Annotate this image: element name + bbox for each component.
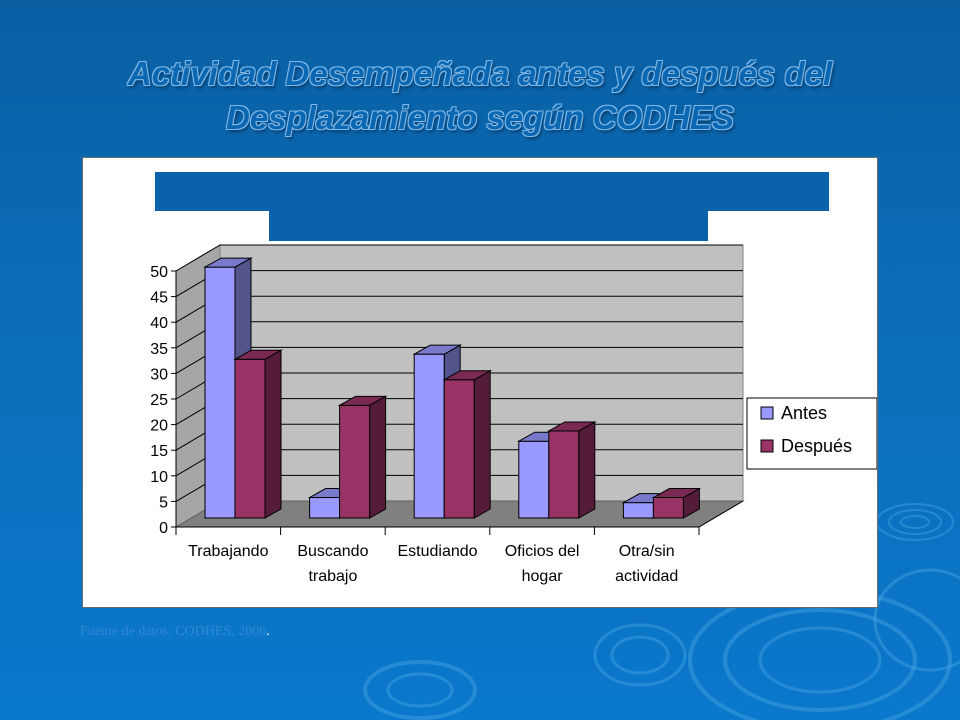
source-note: Fuente de datos: CODHES, 2006.: [80, 624, 270, 640]
bar-front: [443, 379, 475, 519]
bar-front: [622, 502, 654, 519]
y-tick-label: 35: [150, 341, 168, 358]
legend-label: Después: [781, 436, 852, 456]
bar-top: [412, 344, 463, 355]
category-label: trabajo: [308, 568, 357, 585]
y-tick-label: 30: [150, 366, 168, 383]
category-label: hogar: [522, 568, 564, 585]
x-axis-depth: [698, 500, 744, 528]
bar-después: [337, 395, 388, 519]
bar-front: [652, 497, 684, 519]
legend-swatch-después: [760, 439, 774, 453]
bar-front: [309, 497, 341, 519]
category-label: Otra/sin: [619, 543, 675, 560]
bar-top: [546, 421, 597, 432]
title-banner-bottom: [269, 209, 708, 241]
legend: Antes Después: [746, 397, 877, 470]
y-tick-label: 5: [159, 494, 168, 511]
source-suffix: .: [266, 624, 270, 639]
bar-side: [264, 349, 282, 519]
slide-title: Actividad Desempeñada antes y después de…: [40, 52, 920, 140]
source-text: Fuente de datos: CODHES, 2006: [80, 624, 267, 639]
title-line-1: Actividad Desempeñada antes y después de…: [127, 55, 833, 92]
bar-side: [473, 369, 491, 519]
bar-después: [442, 369, 493, 519]
title-banner-top: [155, 172, 829, 211]
y-tick-label: 0: [159, 520, 168, 537]
category-label: Trabajando: [188, 543, 268, 560]
bar-front: [234, 358, 266, 519]
y-tick-label: 10: [150, 469, 168, 486]
bar-top: [233, 349, 283, 360]
gridline-side: [175, 244, 221, 272]
bar-side: [369, 395, 387, 519]
bar-chart: 0 5 10 15 20 25 30 35 40 45 50 Trabajando Buscando tr…: [150, 172, 877, 585]
legend-swatch-antes: [760, 406, 774, 420]
bar-front: [413, 353, 445, 519]
bar-front: [518, 440, 550, 519]
bar-front: [339, 404, 371, 519]
category-label: actividad: [615, 568, 678, 585]
y-tick-label: 40: [150, 315, 168, 332]
y-tick-label: 20: [150, 418, 168, 435]
bar-front: [204, 266, 236, 519]
category-label: Oficios del: [505, 543, 580, 560]
chart-panel: 0 5 10 15 20 25 30 35 40 45 50 Trabajando Buscando tr…: [82, 157, 878, 608]
bar-side: [578, 421, 596, 519]
bar-top: [651, 488, 702, 499]
bar-después: [233, 349, 283, 519]
y-tick-label: 15: [150, 443, 168, 460]
bar-top: [442, 370, 493, 381]
title-line-2: Desplazamiento según CODHES: [226, 99, 734, 136]
bar-top: [203, 257, 253, 268]
bar-después: [546, 421, 597, 519]
y-tick-label: 45: [150, 290, 168, 307]
bar-front: [548, 430, 580, 519]
category-label: Estudiando: [397, 543, 477, 560]
y-tick-label: 25: [150, 392, 168, 409]
bar-top: [337, 395, 388, 406]
category-label: Buscando: [297, 543, 368, 560]
legend-label: Antes: [781, 403, 827, 423]
bar-después: [651, 487, 702, 519]
y-tick-label: 50: [150, 264, 168, 281]
